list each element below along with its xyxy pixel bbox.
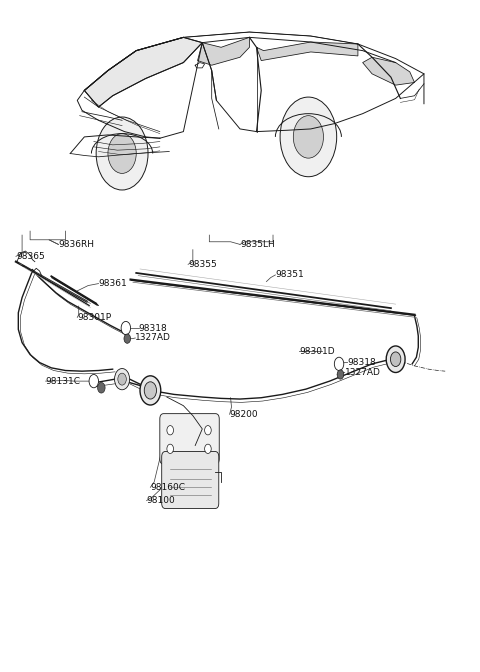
Circle shape	[337, 370, 344, 379]
Circle shape	[386, 346, 405, 372]
FancyBboxPatch shape	[160, 414, 219, 464]
FancyBboxPatch shape	[162, 452, 219, 509]
Text: 98361: 98361	[98, 279, 127, 288]
Text: 98301D: 98301D	[299, 347, 335, 355]
Polygon shape	[198, 38, 250, 65]
Text: 1327AD: 1327AD	[135, 333, 171, 343]
Polygon shape	[362, 57, 415, 85]
Circle shape	[124, 334, 131, 343]
Circle shape	[89, 374, 98, 388]
Circle shape	[390, 352, 401, 366]
Circle shape	[280, 97, 336, 177]
Text: 9835LH: 9835LH	[240, 240, 275, 249]
Circle shape	[108, 134, 136, 173]
Circle shape	[121, 321, 131, 335]
Circle shape	[293, 116, 324, 158]
Text: 98355: 98355	[188, 260, 217, 269]
Polygon shape	[256, 42, 358, 60]
Circle shape	[118, 373, 126, 385]
Circle shape	[140, 376, 161, 405]
Circle shape	[204, 425, 211, 435]
Text: 98131C: 98131C	[46, 376, 81, 386]
Text: 9836RH: 9836RH	[59, 240, 95, 249]
Circle shape	[97, 382, 105, 393]
Circle shape	[115, 368, 130, 390]
Circle shape	[204, 444, 211, 454]
Text: 98318: 98318	[348, 358, 376, 367]
Text: 98100: 98100	[146, 496, 175, 505]
Text: 98200: 98200	[229, 410, 258, 419]
Text: 1327AD: 1327AD	[345, 368, 381, 377]
Circle shape	[167, 444, 173, 454]
Circle shape	[144, 382, 156, 399]
Circle shape	[96, 117, 148, 190]
Polygon shape	[84, 38, 202, 107]
Text: 98365: 98365	[16, 252, 45, 261]
Text: 98160C: 98160C	[150, 482, 185, 492]
Text: 98351: 98351	[276, 270, 304, 280]
Circle shape	[167, 425, 173, 435]
Text: 98318: 98318	[139, 323, 168, 333]
Text: 98301P: 98301P	[77, 313, 111, 322]
Circle shape	[335, 358, 344, 370]
